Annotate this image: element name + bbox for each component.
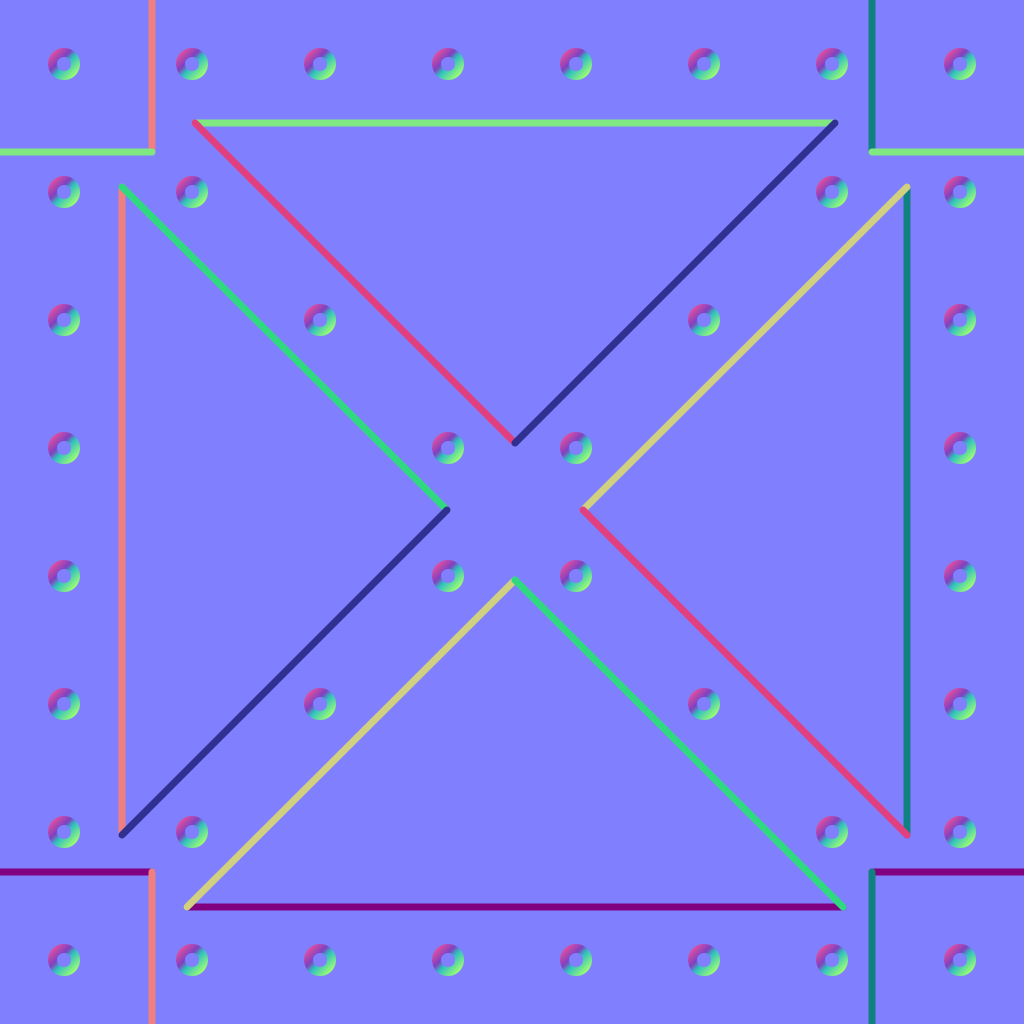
rivet (432, 432, 464, 464)
rivet (560, 560, 592, 592)
rivet (432, 560, 464, 592)
rivet (816, 816, 848, 848)
rivet (304, 944, 336, 976)
rivet (48, 816, 80, 848)
rivet (48, 560, 80, 592)
rivet (560, 944, 592, 976)
rivet (304, 304, 336, 336)
rivet (944, 688, 976, 720)
rivet (816, 176, 848, 208)
rivet (944, 176, 976, 208)
rivet (944, 432, 976, 464)
rivet (48, 432, 80, 464)
rivet (944, 304, 976, 336)
rivet (688, 944, 720, 976)
rivet (176, 48, 208, 80)
rivet (560, 48, 592, 80)
rivet (176, 816, 208, 848)
rivet (944, 816, 976, 848)
rivet (944, 944, 976, 976)
rivet (176, 944, 208, 976)
rivet (432, 48, 464, 80)
rivet (48, 944, 80, 976)
groove (118, 506, 451, 839)
groove (118, 183, 451, 514)
groove (183, 576, 519, 911)
rivet (432, 944, 464, 976)
rivet (560, 432, 592, 464)
rivet (688, 48, 720, 80)
rivet (688, 688, 720, 720)
rivet (48, 176, 80, 208)
rivet (304, 688, 336, 720)
rivets (48, 48, 976, 976)
rivet (816, 48, 848, 80)
rivet (816, 944, 848, 976)
groove (511, 119, 839, 447)
rivet (944, 48, 976, 80)
rivet (304, 48, 336, 80)
rivet (944, 560, 976, 592)
groove (191, 119, 519, 447)
rivet (176, 176, 208, 208)
rivet (48, 688, 80, 720)
rivet (48, 48, 80, 80)
rivet (48, 304, 80, 336)
groove (579, 183, 911, 514)
groove (511, 576, 847, 911)
rivet (688, 304, 720, 336)
grooves (118, 119, 911, 911)
groove (579, 506, 911, 839)
